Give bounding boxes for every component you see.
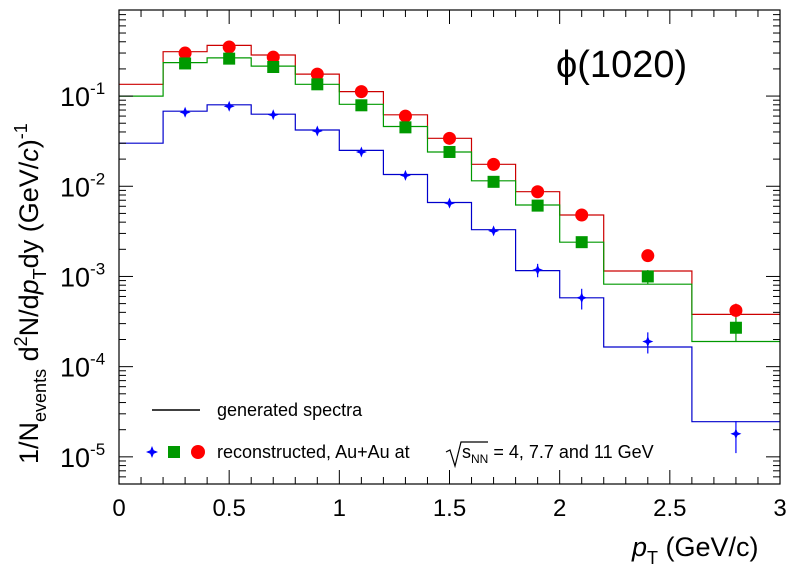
y-tick-label: 10-5 [60, 440, 105, 473]
point-circle-6 [443, 131, 456, 145]
y-tick-label: 10-4 [60, 350, 105, 383]
point-star-6 [444, 197, 455, 209]
point-circle-9 [575, 208, 589, 222]
point-star-3 [311, 125, 323, 137]
legend-reco-label: reconstructed, Au+Au at [217, 442, 410, 462]
point-square-8 [531, 199, 544, 212]
x-tick-label: 1.5 [433, 495, 466, 522]
particle-label: ϕ(1020) [556, 44, 687, 86]
y-axis-title: 1/Nevents d2N/dpTdy (GeV/c)-1 [11, 123, 50, 464]
point-star-7 [488, 225, 500, 237]
x-tick-labels: 0 0.5 1 1.5 2 2.5 3 [112, 495, 786, 522]
point-square-2 [267, 61, 280, 74]
point-square-7 [487, 175, 500, 188]
point-square-11 [729, 321, 742, 334]
x-axis-title: pT (GeV/c) [631, 532, 759, 568]
legend-generated-label: generated spectra [217, 400, 363, 420]
point-circle-2 [266, 50, 280, 64]
legend: generated spectra reconstructed, Au+Au a… [146, 400, 654, 469]
y-tick-labels: 10-1 10-2 10-3 10-4 10-5 [60, 79, 105, 473]
y-tick-label: 10-1 [60, 79, 105, 112]
legend-circle-marker [191, 445, 205, 459]
x-tick-label: 2.5 [653, 495, 686, 522]
point-square-0 [179, 57, 192, 70]
legend-square-marker [168, 446, 180, 458]
point-circle-8 [531, 185, 545, 199]
point-star-0 [179, 106, 191, 118]
legend-markers [146, 445, 205, 459]
point-circle-3 [310, 67, 324, 81]
point-circle-4 [354, 85, 368, 99]
point-square-9 [575, 236, 588, 249]
point-square-5 [399, 121, 412, 134]
point-star-10 [642, 336, 654, 347]
point-star-1 [223, 100, 235, 112]
y-tick-label: 10-2 [60, 169, 105, 202]
legend-sqrt-sign [445, 441, 488, 469]
point-square-6 [443, 145, 456, 158]
legend-star-marker [146, 446, 158, 458]
point-star-5 [399, 169, 411, 181]
point-star-8 [532, 264, 544, 276]
point-circle-11 [729, 303, 743, 317]
point-square-4 [355, 99, 368, 112]
point-circle-1 [222, 40, 236, 54]
point-circle-7 [487, 157, 501, 171]
point-star-9 [576, 292, 588, 304]
y-tick-label: 10-3 [60, 259, 105, 292]
x-tick-label: 3 [773, 495, 786, 522]
x-tick-label: 2 [553, 495, 566, 522]
point-square-1 [223, 52, 236, 65]
point-circle-5 [398, 109, 412, 123]
axis-ticks [118, 9, 781, 484]
x-tick-label: 0 [112, 495, 125, 522]
x-tick-label: 0.5 [212, 495, 245, 522]
point-star-4 [355, 146, 367, 158]
point-circle-0 [178, 46, 192, 60]
point-star-11 [730, 428, 742, 440]
point-circle-10 [641, 249, 655, 263]
point-square-10 [641, 270, 654, 283]
plot-layer [119, 40, 780, 454]
legend-sqrt-label: sNN = 4, 7.7 and 11 GeV [462, 442, 654, 466]
point-square-3 [311, 78, 324, 91]
x-tick-label: 1 [333, 495, 346, 522]
point-star-2 [267, 109, 279, 121]
